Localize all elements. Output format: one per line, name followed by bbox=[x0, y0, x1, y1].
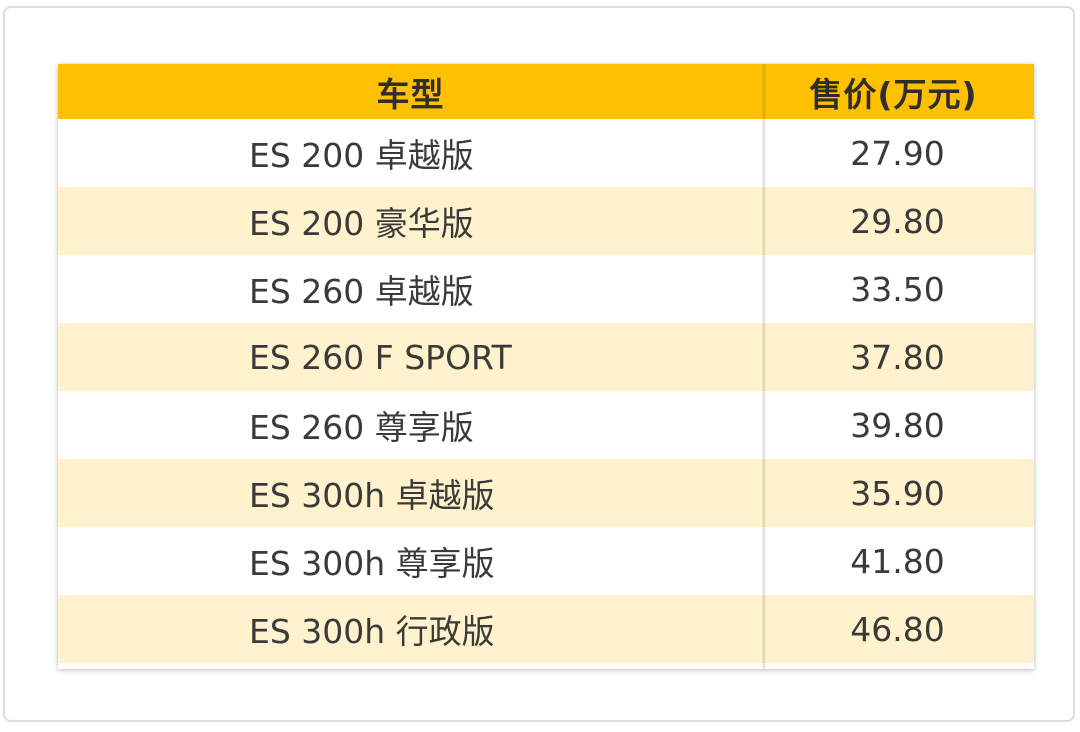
price-table: 车型 售价(万元) ES 200 卓越版 27.90 ES 200 豪华版 29… bbox=[58, 64, 1034, 669]
table-row: ES 300h 卓越版 35.90 bbox=[58, 459, 1034, 527]
model-cell: ES 200 卓越版 bbox=[249, 136, 474, 175]
table-header-row: 车型 售价(万元) bbox=[58, 64, 1034, 119]
table-row: ES 300h 尊享版 41.80 bbox=[58, 527, 1034, 595]
model-cell: ES 300h 卓越版 bbox=[249, 476, 495, 515]
table-row: ES 260 尊享版 39.80 bbox=[58, 391, 1034, 459]
price-cell: 27.90 bbox=[850, 133, 945, 173]
model-cell: ES 260 尊享版 bbox=[249, 408, 474, 447]
table-row: ES 200 卓越版 27.90 bbox=[58, 119, 1034, 187]
image-frame: 车型 售价(万元) ES 200 卓越版 27.90 ES 200 豪华版 29… bbox=[3, 6, 1075, 722]
model-cell: ES 260 F SPORT bbox=[249, 337, 512, 377]
model-cell: ES 300h 行政版 bbox=[249, 612, 495, 651]
header-price: 售价(万元) bbox=[809, 74, 978, 114]
model-cell: ES 200 豪华版 bbox=[249, 204, 474, 243]
price-cell: 37.80 bbox=[850, 337, 945, 377]
model-cell: ES 300h 尊享版 bbox=[249, 544, 495, 583]
price-cell: 39.80 bbox=[850, 405, 945, 445]
header-model: 车型 bbox=[376, 74, 445, 114]
price-cell: 41.80 bbox=[850, 541, 945, 581]
table-row: ES 300h 行政版 46.80 bbox=[58, 595, 1034, 663]
table-row: ES 200 豪华版 29.80 bbox=[58, 187, 1034, 255]
table-row: ES 260 卓越版 33.50 bbox=[58, 255, 1034, 323]
price-cell: 33.50 bbox=[850, 269, 945, 309]
price-cell: 46.80 bbox=[850, 609, 945, 649]
table-row: ES 260 F SPORT 37.80 bbox=[58, 323, 1034, 391]
model-cell: ES 260 卓越版 bbox=[249, 272, 474, 311]
price-cell: 35.90 bbox=[850, 473, 945, 513]
price-cell: 29.80 bbox=[850, 201, 945, 241]
